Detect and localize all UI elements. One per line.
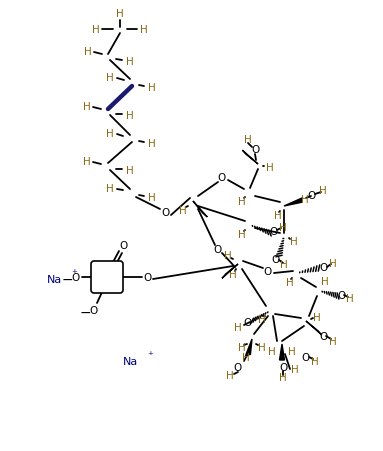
Text: H: H: [116, 9, 124, 19]
Text: H: H: [280, 259, 288, 269]
Text: H: H: [106, 184, 114, 193]
Text: O: O: [302, 352, 310, 362]
Text: ⁺: ⁺: [71, 268, 77, 278]
Text: −: −: [61, 272, 73, 286]
Text: H: H: [244, 135, 252, 145]
Text: H: H: [179, 206, 187, 216]
Text: H: H: [126, 57, 134, 67]
Text: H: H: [126, 166, 134, 175]
Text: O: O: [161, 207, 169, 217]
Text: H: H: [83, 102, 91, 112]
Text: O: O: [264, 267, 272, 276]
Text: O: O: [218, 173, 226, 183]
Text: H: H: [291, 364, 299, 374]
Text: O: O: [251, 145, 259, 155]
Text: H: H: [83, 156, 91, 166]
Text: H: H: [238, 230, 246, 239]
Polygon shape: [280, 344, 285, 360]
Text: H: H: [226, 370, 234, 380]
Text: H: H: [321, 276, 329, 286]
Text: O: O: [144, 272, 152, 282]
FancyBboxPatch shape: [91, 262, 123, 293]
Text: H: H: [140, 25, 148, 35]
Polygon shape: [306, 321, 322, 335]
Text: Na: Na: [123, 356, 137, 366]
Text: H: H: [92, 25, 100, 35]
Text: H: H: [279, 222, 287, 232]
Text: H: H: [148, 193, 156, 202]
Text: H: H: [238, 197, 246, 207]
Text: H: H: [290, 236, 298, 246]
Text: H: H: [266, 163, 274, 173]
Text: O: O: [279, 362, 287, 372]
Text: H: H: [286, 277, 294, 287]
Text: H: H: [224, 250, 232, 260]
Text: H: H: [148, 139, 156, 149]
Text: H: H: [311, 356, 319, 366]
Text: O: O: [337, 290, 345, 300]
Text: O: O: [90, 305, 98, 315]
Text: O: O: [270, 226, 278, 236]
Text: ⁺: ⁺: [147, 350, 153, 360]
Text: H: H: [279, 372, 287, 382]
Text: H: H: [84, 47, 92, 57]
Text: Na: Na: [47, 274, 63, 285]
Text: H: H: [301, 194, 309, 205]
Text: O: O: [319, 262, 327, 272]
Text: H: H: [268, 346, 276, 356]
Text: H: H: [319, 186, 327, 196]
Polygon shape: [193, 202, 207, 217]
Text: O: O: [272, 254, 280, 264]
Polygon shape: [284, 198, 303, 207]
Text: O: O: [308, 191, 316, 201]
Text: H: H: [329, 336, 337, 346]
Text: H: H: [106, 73, 114, 83]
Text: H: H: [242, 352, 250, 362]
Text: H: H: [106, 129, 114, 139]
Text: P: P: [103, 271, 111, 284]
Text: H: H: [229, 269, 237, 279]
Text: H: H: [126, 111, 134, 121]
Polygon shape: [246, 339, 252, 356]
Text: O: O: [319, 331, 327, 341]
Polygon shape: [242, 151, 258, 165]
Text: H: H: [234, 322, 242, 332]
Text: O: O: [214, 244, 222, 254]
Text: O: O: [72, 272, 80, 282]
Polygon shape: [222, 264, 238, 279]
Text: H: H: [288, 346, 296, 356]
Text: O: O: [120, 240, 128, 250]
Text: O: O: [243, 318, 251, 327]
Text: O: O: [234, 362, 242, 372]
Text: H: H: [258, 342, 266, 352]
Text: H: H: [238, 342, 246, 352]
Text: H: H: [274, 211, 282, 221]
Text: H: H: [148, 83, 156, 93]
Text: H: H: [329, 258, 337, 268]
Text: H: H: [258, 314, 266, 324]
Text: −: −: [79, 305, 91, 319]
Text: H: H: [313, 312, 321, 322]
Text: H: H: [346, 293, 354, 304]
